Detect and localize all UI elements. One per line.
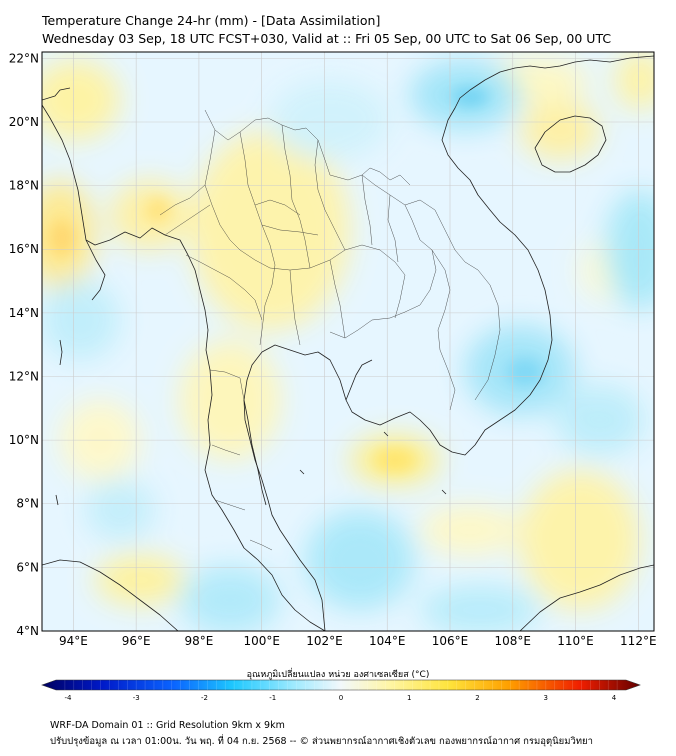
colorbar: -4 -3 -2 -1 0 1 2 3 4 [41,679,641,702]
colorbar-bar [41,679,641,691]
latitude-label: 4°N [16,624,39,638]
colorbar-title: อุณหภูมิเปลี่ยนแปลง หน่วย องศาเซลเซียส (… [246,670,430,680]
colorbar-tick-label: -2 [201,694,208,702]
andaman-islands [55,339,63,506]
longitude-label: 98°E [184,634,213,648]
gulf-islands [299,431,447,495]
hainan-island [534,115,607,173]
longitude-label: 100°E [243,634,280,648]
longitude-label: 110°E [557,634,594,648]
map-title: Temperature Change 24-hr (mm) - [Data As… [42,13,381,28]
province-borders [159,109,501,551]
latitude-label: 16°N [9,242,39,256]
colorbar-tick-label: 3 [544,694,548,702]
colorbar-tick-label: -4 [65,694,73,702]
longitude-label: 102°E [306,634,343,648]
borneo-coast [519,564,654,631]
latitude-label: 22°N [9,51,39,65]
gulf-of-thailand-coast [243,359,373,506]
latitude-label: 20°N [9,115,39,129]
temperature-field [42,52,654,631]
colorbar-tick-label: 2 [475,694,479,702]
footer-model-info: WRF-DA Domain 01 :: Grid Resolution 9km … [50,720,285,731]
latitude-axis: 22°N 20°N 18°N 16°N 14°N 12°N 10°N 8°N 6°N 4°N [9,51,39,638]
sumatra-coast [42,559,179,631]
colorbar-tick-label: 4 [612,694,617,702]
longitude-label: 94°E [59,634,88,648]
myanmar-coast [42,87,106,301]
longitude-label: 106°E [432,634,469,648]
colorbar-tick-label: -3 [133,694,140,702]
latitude-label: 10°N [9,433,39,447]
longitude-label: 112°E [620,634,657,648]
latitude-label: 18°N [9,179,39,193]
longitude-label: 104°E [369,634,406,648]
longitude-label: 96°E [122,634,151,648]
longitude-axis: 94°E 96°E 98°E 100°E 102°E 104°E 106°E 108°E 110… [59,634,657,648]
graticule [42,52,654,631]
latitude-label: 8°N [16,497,39,511]
colorbar-tick-label: 1 [407,694,411,702]
map-subtitle: Wednesday 03 Sep, 18 UTC FCST+030, Valid… [42,31,612,46]
latitude-label: 14°N [9,306,39,320]
colorbar-tick-label: -1 [269,694,276,702]
coastlines [42,55,654,631]
latitude-label: 12°N [9,369,39,383]
colorbar-tick-label: 0 [339,694,343,702]
footer-update-info: ปรับปรุงข้อมูล ณ เวลา 01:00น. วัน พฤ. ที… [50,736,593,747]
latitude-label: 6°N [16,560,39,574]
map-frame [41,51,655,632]
mainland-coastline [42,55,654,631]
longitude-label: 108°E [495,634,532,648]
